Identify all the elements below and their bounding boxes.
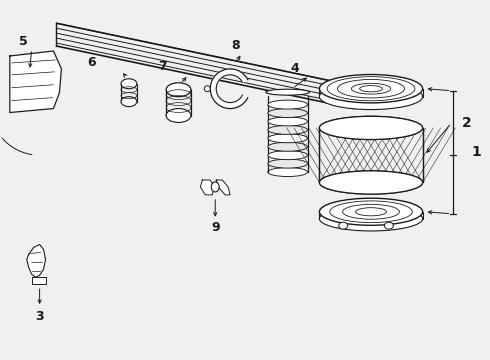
Polygon shape xyxy=(26,244,46,277)
Ellipse shape xyxy=(268,125,308,134)
Polygon shape xyxy=(210,69,248,109)
Ellipse shape xyxy=(266,89,310,95)
Text: 2: 2 xyxy=(462,116,471,130)
Ellipse shape xyxy=(166,109,191,122)
Ellipse shape xyxy=(268,159,308,168)
Text: 9: 9 xyxy=(211,221,220,234)
Ellipse shape xyxy=(319,116,422,140)
Ellipse shape xyxy=(121,79,137,89)
Ellipse shape xyxy=(268,100,308,109)
Text: 7: 7 xyxy=(158,60,167,73)
Ellipse shape xyxy=(268,117,308,126)
Text: 1: 1 xyxy=(471,145,481,159)
Ellipse shape xyxy=(268,168,308,176)
Ellipse shape xyxy=(319,206,422,231)
Ellipse shape xyxy=(166,83,191,96)
Text: 4: 4 xyxy=(290,62,299,75)
Ellipse shape xyxy=(385,222,393,229)
Ellipse shape xyxy=(319,198,422,225)
Ellipse shape xyxy=(268,109,308,117)
Ellipse shape xyxy=(268,142,308,151)
Text: 8: 8 xyxy=(231,39,240,51)
Ellipse shape xyxy=(268,151,308,159)
Polygon shape xyxy=(200,180,214,195)
Ellipse shape xyxy=(121,96,137,107)
Ellipse shape xyxy=(319,116,422,140)
Text: 5: 5 xyxy=(19,35,28,48)
Ellipse shape xyxy=(268,134,308,143)
Ellipse shape xyxy=(204,86,210,92)
Text: 6: 6 xyxy=(87,57,96,69)
Ellipse shape xyxy=(319,84,422,109)
Ellipse shape xyxy=(211,182,219,192)
Ellipse shape xyxy=(319,171,422,194)
Ellipse shape xyxy=(339,222,348,229)
Polygon shape xyxy=(32,277,46,284)
Polygon shape xyxy=(216,180,230,195)
Ellipse shape xyxy=(319,171,422,194)
Ellipse shape xyxy=(319,75,422,103)
Text: 3: 3 xyxy=(35,310,44,323)
Polygon shape xyxy=(10,51,61,113)
